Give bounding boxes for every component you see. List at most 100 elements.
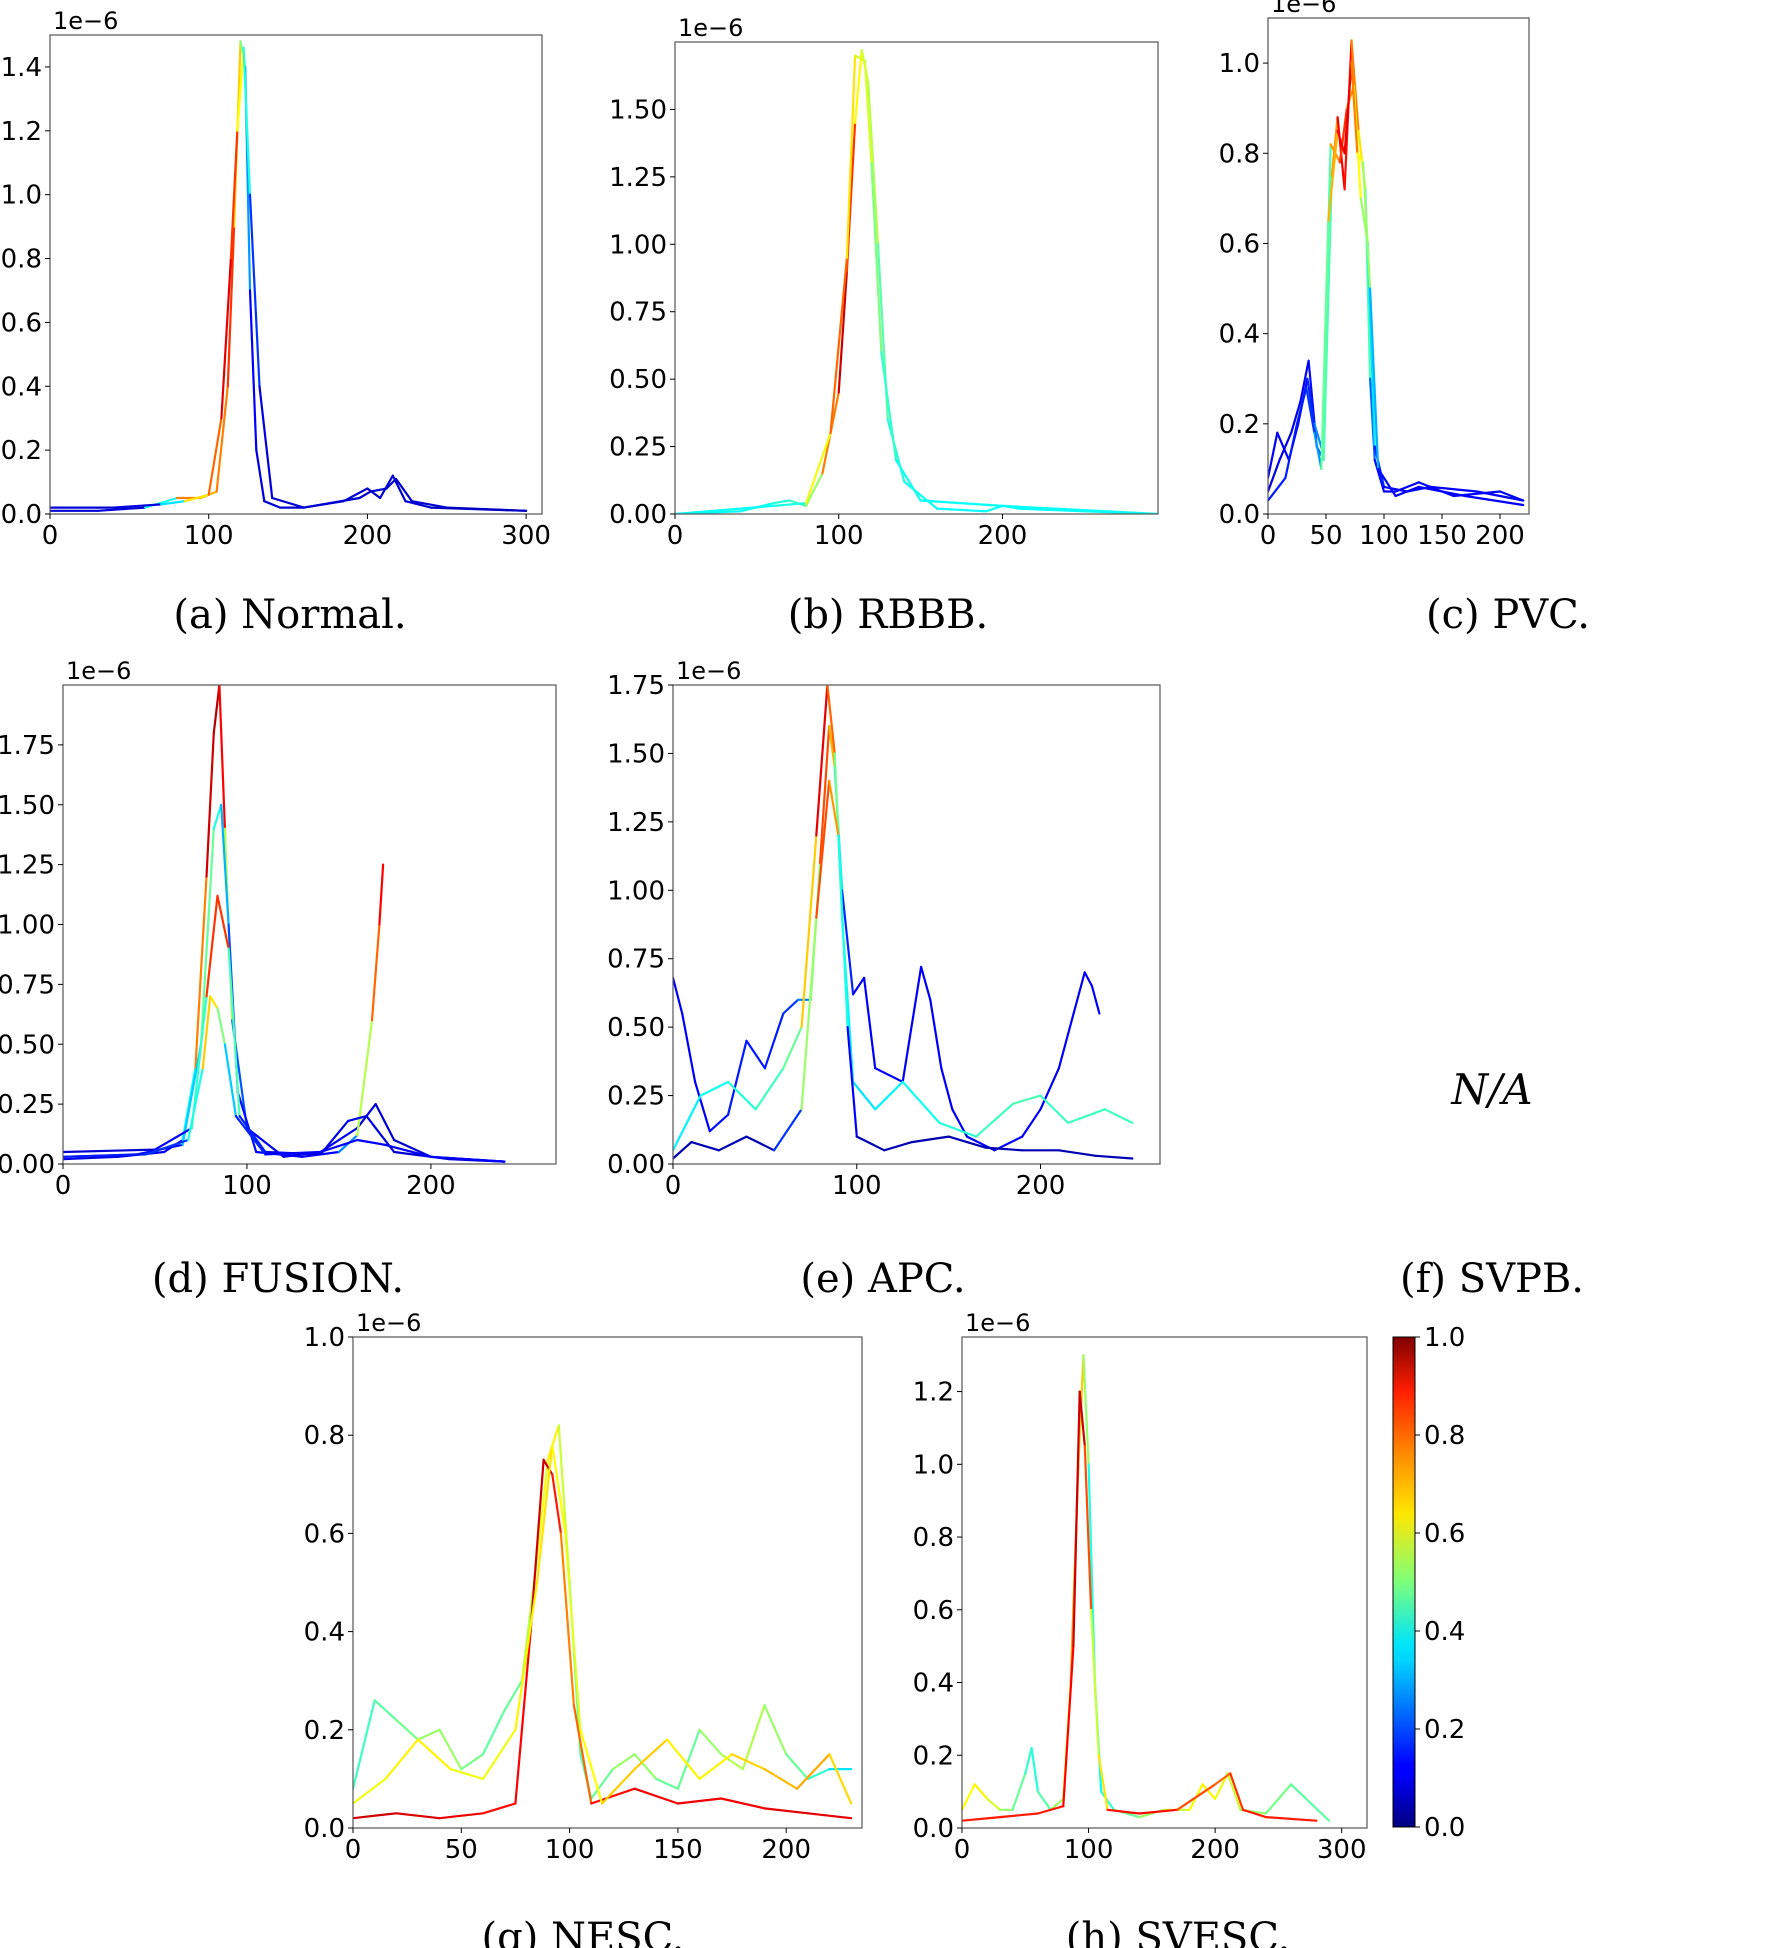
series-segment (1368, 287, 1380, 470)
y-tick-label: 0.4 (913, 1669, 954, 1699)
series-segment (726, 1039, 748, 1116)
series-segment (910, 1135, 950, 1144)
series-segment (394, 477, 413, 503)
series-segment (319, 1138, 359, 1154)
series-segment (947, 1135, 987, 1149)
x-tick-label: 200 (1016, 1171, 1066, 1201)
series-segment (356, 1019, 374, 1137)
series-segment (1336, 129, 1346, 155)
series-segment (1338, 107, 1349, 164)
panel-c: (c) PVC. 0 50 100 150 200 0.0 0.2 0.4 0.6 0.8 1.0 1e… (1219, 0, 1590, 638)
series-segment (353, 1777, 387, 1805)
x-tick-label: 100 (814, 521, 864, 551)
x-tick-label: 100 (545, 1835, 595, 1865)
y-tick-label: 1.0 (304, 1323, 345, 1353)
y-tick-label: 0.8 (913, 1523, 954, 1553)
series-segment (772, 1108, 803, 1152)
series-segment (1373, 458, 1386, 493)
series-segment (183, 493, 210, 503)
y-tick-label: 0.6 (913, 1596, 954, 1626)
series-segment (353, 1812, 398, 1820)
y-tick-label: 1.2 (1, 117, 42, 147)
series-segment (828, 779, 840, 837)
series-segment (772, 499, 791, 505)
series-line-1 (962, 1354, 1331, 1822)
series-segment (1097, 1754, 1109, 1811)
series-segment (385, 477, 398, 490)
panel-caption: (b) RBBB. (788, 592, 989, 638)
series-segment (795, 1753, 831, 1790)
series-segment (1305, 386, 1316, 434)
series-segment (460, 1753, 485, 1771)
series-line-1 (63, 685, 506, 1163)
series-segment (745, 1135, 776, 1152)
series-segment (874, 1067, 904, 1084)
plot-frame (49, 34, 543, 515)
series-segment (215, 385, 229, 493)
series-line-1 (50, 40, 528, 512)
series-segment (806, 1812, 853, 1820)
series-segment (1361, 161, 1372, 290)
series-segment (883, 1140, 914, 1152)
panel-caption: (h) SVESC. (1066, 1915, 1290, 1948)
series-segment (853, 54, 867, 63)
y-tick-label: 0.50 (0, 1030, 55, 1060)
series-group (675, 48, 1158, 514)
series-segment (1017, 507, 1086, 513)
series-segment (1106, 1808, 1141, 1815)
series-segment (1078, 1390, 1086, 1448)
series-segment (153, 1126, 193, 1151)
series-segment (564, 1532, 582, 1731)
series-segment (1268, 431, 1279, 479)
series-segment (1343, 61, 1353, 155)
colorbar-tick-label: 0.4 (1424, 1617, 1465, 1647)
series-segment (741, 1704, 766, 1771)
x-tick-label: 0 (667, 521, 684, 551)
series-segment (503, 1679, 524, 1712)
series-segment (216, 894, 230, 950)
panel-caption: (g) NESC. (481, 1915, 684, 1948)
series-segment (337, 1126, 359, 1142)
series-segment (205, 731, 215, 878)
series-segment (374, 1102, 396, 1142)
series-segment (1284, 422, 1299, 479)
series-segment (63, 1148, 157, 1154)
series-segment (449, 1767, 485, 1781)
series-segment (263, 500, 282, 509)
series-segment (1295, 386, 1308, 425)
panel-caption: (a) Normal. (173, 592, 406, 638)
axis-multiplier: 1e−6 (356, 1309, 421, 1337)
series-segment (1264, 1815, 1318, 1822)
x-tick-label: 200 (343, 521, 393, 551)
y-tick-label: 0.0 (913, 1814, 954, 1844)
series-segment (763, 1012, 785, 1070)
series-segment (633, 1738, 669, 1771)
y-tick-label: 0.0 (1219, 500, 1260, 530)
series-segment (782, 998, 800, 1015)
series-segment (998, 1812, 1040, 1819)
series-segment (837, 270, 849, 394)
series-segment (940, 1067, 954, 1111)
series-segment (837, 834, 849, 1029)
series-segment (862, 976, 877, 1070)
series-segment (851, 976, 866, 996)
y-tick-label: 0.25 (607, 1082, 665, 1112)
series-segment (1057, 1012, 1075, 1070)
series-segment (962, 1815, 1002, 1822)
series-segment (1289, 1783, 1331, 1822)
x-tick-label: 0 (42, 521, 59, 551)
series-segment (258, 385, 274, 500)
y-tick-label: 1.00 (0, 911, 55, 941)
series-segment (984, 1146, 1024, 1152)
series-segment (1382, 485, 1409, 493)
series-segment (754, 1067, 785, 1111)
series-segment (1057, 1149, 1097, 1157)
series-segment (302, 496, 361, 509)
series-segment (919, 965, 932, 1001)
series-segment (187, 1067, 204, 1142)
series-segment (1049, 1797, 1065, 1811)
plot-frame (1267, 17, 1530, 515)
series-segment (633, 1753, 658, 1781)
plot-frame (352, 1336, 863, 1829)
series-segment (1011, 1772, 1027, 1811)
